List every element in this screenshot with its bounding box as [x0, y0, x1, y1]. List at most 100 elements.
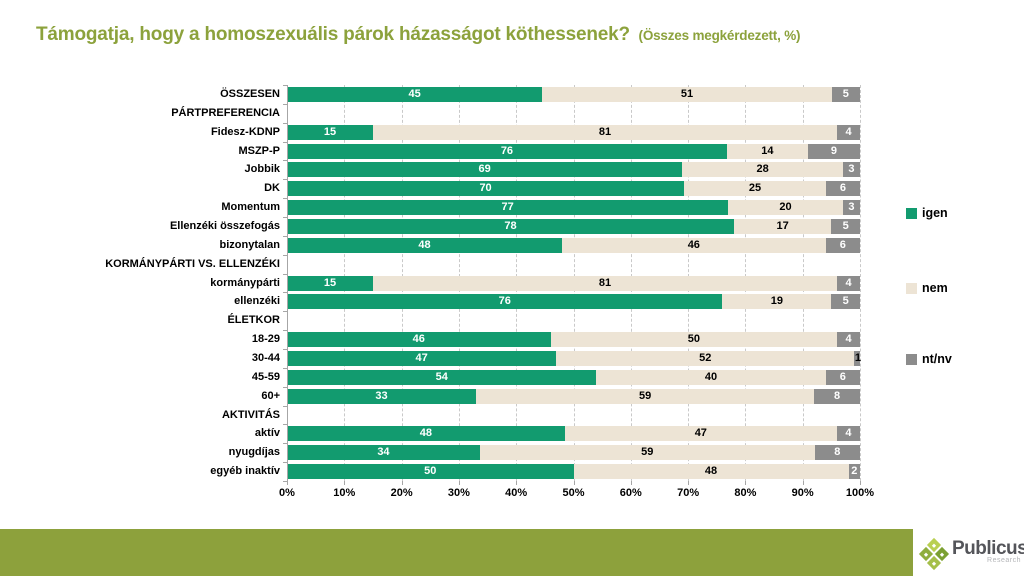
- bar-value-label: 6: [839, 238, 846, 251]
- bar-value-label: 20: [779, 201, 792, 214]
- bar-row: 76 14 9: [287, 143, 860, 159]
- bar-segment-nt-nv: 6: [825, 237, 860, 253]
- row-label: ÖSSZESEN: [220, 88, 280, 100]
- category-axis-tick: [283, 179, 287, 181]
- bar-segment-nt-nv: 1: [854, 350, 861, 366]
- category-axis-tick: [283, 122, 287, 124]
- bar-segment-igen: 45: [287, 86, 543, 102]
- x-axis-tick-label: 0%: [279, 487, 295, 499]
- bar-row: 33 59 8: [287, 388, 860, 404]
- bar-segment-nem: 46: [562, 237, 826, 253]
- bar-segment-igen: 54: [287, 369, 597, 385]
- bar-segment-igen: 70: [287, 181, 685, 197]
- bar-segment-nem: 52: [556, 350, 855, 366]
- row-label: egyéb inaktív: [210, 465, 280, 478]
- category-group-header: ÉLETKOR: [227, 314, 280, 327]
- value-axis-tick: [802, 481, 804, 485]
- row-label: aktív: [254, 427, 280, 440]
- category-axis-line: [287, 85, 288, 482]
- x-axis-tick-label: 80%: [734, 487, 757, 499]
- category-axis-tick: [283, 386, 287, 388]
- bar-segment-nt-nv: 4: [837, 124, 860, 140]
- x-axis-tick-label: 30%: [447, 487, 470, 499]
- bar-value-label: 46: [412, 333, 425, 346]
- bar-segment-nt-nv: 4: [837, 332, 860, 348]
- bar-value-label: 5: [842, 295, 849, 308]
- bar-segment-nem: 17: [733, 218, 832, 234]
- row-label: nyugdíjas: [228, 446, 280, 459]
- bar-segment-nem: 28: [682, 162, 843, 178]
- bar-value-label: 59: [638, 389, 652, 402]
- bar-row: 54 40 6: [287, 369, 860, 385]
- legend-label: igen: [922, 206, 948, 220]
- x-axis-tick-label: 70%: [677, 487, 700, 499]
- bar-value-label: 3: [848, 163, 855, 176]
- value-axis-tick: [573, 481, 575, 485]
- bar-segment-nt-nv: 6: [825, 369, 860, 385]
- bar-value-label: 47: [415, 351, 428, 364]
- bar-value-label: 4: [845, 276, 852, 289]
- bar-row: 46 50 4: [287, 332, 860, 348]
- bar-value-label: 9: [830, 144, 837, 157]
- bar-value-label: 6: [839, 182, 847, 195]
- x-axis-tick-label: 50%: [562, 487, 585, 499]
- value-axis-tick: [516, 481, 518, 485]
- bar-value-label: 59: [641, 446, 654, 459]
- bar-value-label: 40: [704, 370, 718, 383]
- bar-value-label: 3: [848, 201, 855, 214]
- bar-segment-nt-nv: 3: [842, 162, 860, 178]
- bar-value-label: 78: [504, 219, 517, 232]
- category-axis-tick: [283, 235, 287, 237]
- bar-value-label: 51: [680, 87, 694, 100]
- row-label: 30-44: [251, 352, 280, 364]
- bar-segment-nem: 48: [573, 464, 849, 480]
- bar-value-label: 2: [851, 465, 858, 478]
- bar-value-label: 76: [498, 295, 511, 308]
- category-axis-tick: [283, 141, 287, 143]
- row-label: 18-29: [251, 333, 280, 346]
- legend-label: nem: [922, 281, 948, 295]
- row-label: DK: [264, 182, 280, 195]
- publicus-logo: Publicus Research: [918, 537, 1024, 572]
- bar-row: 77 20 3: [287, 200, 860, 216]
- category-group-header: AKTIVITÁS: [221, 408, 280, 421]
- bar-value-label: 48: [704, 465, 718, 478]
- bar-value-label: 50: [424, 465, 437, 478]
- category-axis-tick: [283, 367, 287, 369]
- category-axis-tick: [283, 198, 287, 200]
- value-axis-tick: [630, 481, 632, 485]
- bar-segment-igen: 47: [287, 350, 557, 366]
- bar-value-label: 52: [699, 351, 712, 364]
- bar-value-label: 33: [375, 389, 388, 402]
- bar-row: 69 28 3: [287, 162, 860, 178]
- value-axis-tick: [688, 481, 690, 485]
- bar-segment-nem: 47: [564, 426, 837, 442]
- bar-value-label: 19: [770, 295, 784, 308]
- bar-segment-igen: 46: [287, 332, 551, 348]
- bar-value-label: 81: [598, 125, 612, 138]
- category-axis-tick: [283, 254, 287, 256]
- value-axis-tick: [745, 481, 747, 485]
- bar-value-label: 4: [845, 333, 852, 346]
- bar-segment-nt-nv: 5: [831, 218, 860, 234]
- bar-segment-nem: 51: [542, 86, 832, 102]
- bar-value-label: 14: [761, 144, 774, 157]
- bar-value-label: 8: [833, 389, 841, 402]
- bar-segment-nem: 59: [479, 445, 815, 461]
- bar-value-label: 25: [748, 182, 762, 195]
- bar-segment-igen: 33: [287, 388, 477, 404]
- bar-value-label: 69: [478, 163, 491, 176]
- category-axis-tick: [283, 424, 287, 426]
- legend-marker-icon: [906, 353, 917, 365]
- category-group-header: PÁRTPREFERENCIA: [171, 106, 280, 119]
- x-axis-tick-label: 100%: [845, 487, 875, 499]
- bar-segment-igen: 15: [287, 124, 373, 140]
- row-label: kormánypárti: [210, 276, 280, 289]
- bar-segment-nem: 40: [596, 369, 826, 385]
- logo-brand-name: Publicus: [952, 538, 1024, 559]
- bar-value-label: 5: [842, 219, 849, 232]
- category-axis-tick: [283, 349, 287, 350]
- bar-row: 48 47 4: [287, 426, 860, 442]
- bar-value-label: 4: [845, 427, 852, 440]
